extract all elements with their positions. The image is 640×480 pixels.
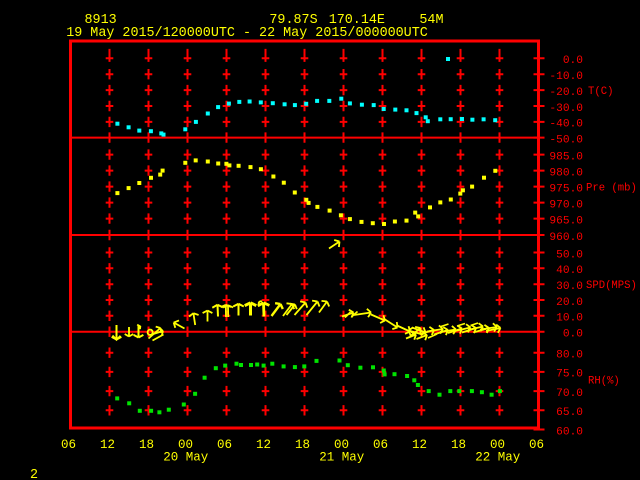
svg-text:-10.0: -10.0 <box>549 71 583 83</box>
svg-text:960.0: 960.0 <box>549 232 583 244</box>
svg-text:10.0: 10.0 <box>556 313 583 325</box>
svg-text:965.0: 965.0 <box>549 215 583 227</box>
svg-text:65.0: 65.0 <box>556 407 583 419</box>
svg-text:970.0: 970.0 <box>549 199 583 211</box>
svg-text:18: 18 <box>139 438 154 452</box>
svg-text:985.0: 985.0 <box>549 151 583 163</box>
svg-text:06: 06 <box>217 438 232 452</box>
svg-text:22 May: 22 May <box>475 451 521 465</box>
svg-text:975.0: 975.0 <box>549 183 583 195</box>
svg-text:-20.0: -20.0 <box>549 87 583 99</box>
svg-text:12: 12 <box>412 438 427 452</box>
svg-text:06: 06 <box>373 438 388 452</box>
svg-text:00: 00 <box>490 438 505 452</box>
svg-text:18: 18 <box>451 438 466 452</box>
svg-text:20 May: 20 May <box>163 451 209 465</box>
svg-text:75.0: 75.0 <box>556 369 583 381</box>
svg-text:170.14E: 170.14E <box>329 13 385 28</box>
svg-text:40.0: 40.0 <box>556 265 583 277</box>
svg-text:-40.0: -40.0 <box>549 119 583 131</box>
svg-text:70.0: 70.0 <box>556 388 583 400</box>
svg-text:00: 00 <box>334 438 349 452</box>
svg-text:-50.0: -50.0 <box>549 134 583 146</box>
svg-text:8913: 8913 <box>85 13 117 28</box>
svg-text:Pre (mb): Pre (mb) <box>586 183 637 195</box>
svg-text:980.0: 980.0 <box>549 167 583 179</box>
svg-text:80.0: 80.0 <box>556 350 583 362</box>
svg-text:-30.0: -30.0 <box>549 103 583 115</box>
svg-text:19 May 2015/120000UTC - 22 May: 19 May 2015/120000UTC - 22 May 2015/0000… <box>66 26 428 41</box>
svg-text:2: 2 <box>30 468 38 480</box>
svg-text:79.87S: 79.87S <box>269 13 317 28</box>
svg-text:12: 12 <box>100 438 115 452</box>
svg-text:50.0: 50.0 <box>556 249 583 261</box>
svg-text:12: 12 <box>256 438 271 452</box>
svg-text:60.0: 60.0 <box>556 426 583 438</box>
svg-text:18: 18 <box>295 438 310 452</box>
svg-text:0.0: 0.0 <box>563 329 583 341</box>
svg-text:21 May: 21 May <box>319 451 365 465</box>
svg-text:06: 06 <box>529 438 544 452</box>
svg-text:SPD(MPS): SPD(MPS) <box>586 280 637 292</box>
svg-text:RH(%): RH(%) <box>588 376 620 388</box>
svg-text:06: 06 <box>61 438 76 452</box>
svg-text:T(C): T(C) <box>588 86 613 98</box>
svg-text:54M: 54M <box>419 13 443 28</box>
svg-text:00: 00 <box>178 438 193 452</box>
svg-text:30.0: 30.0 <box>556 281 583 293</box>
svg-text:0.0: 0.0 <box>563 55 583 67</box>
svg-text:20.0: 20.0 <box>556 297 583 309</box>
